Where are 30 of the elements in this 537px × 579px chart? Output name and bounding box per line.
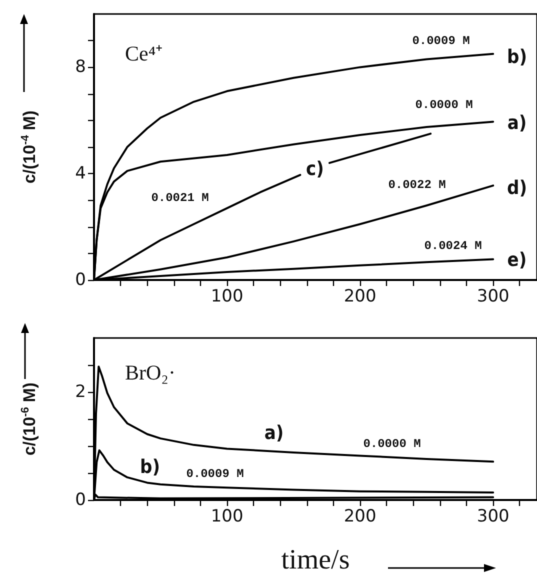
text: BrO₂· — [125, 360, 176, 384]
annotation: 0.0009 M — [412, 34, 470, 48]
x-tick-label: 200 — [344, 506, 376, 526]
y-tick-label: 2 — [75, 382, 86, 402]
annotation: 0.0022 M — [388, 178, 446, 192]
annotation: e) — [507, 249, 527, 271]
x-axis-title: time/s — [281, 544, 350, 576]
x-tick-label: 300 — [476, 506, 510, 526]
annotation: 0.0024 M — [424, 239, 482, 253]
y-tick-label: 8 — [75, 57, 86, 78]
annotation: a) — [507, 112, 527, 134]
y-tick-label: 0 — [75, 490, 86, 510]
annotation: 0.0000 M — [415, 98, 473, 112]
annotation: d) — [506, 177, 528, 199]
annotation: b) — [140, 456, 160, 478]
annotation: a) — [264, 422, 284, 444]
y-axis-title: c/(10-6 M) — [20, 382, 39, 456]
y-tick-label: 4 — [75, 164, 86, 184]
text: Ce⁴⁺ — [125, 42, 163, 66]
y-tick-label: 0 — [75, 270, 86, 290]
x-tick-label: 100 — [210, 286, 244, 306]
annotation: b) — [506, 46, 528, 68]
x-tick-label: 300 — [476, 286, 510, 306]
x-tick-label: 200 — [344, 286, 376, 306]
y-axis-title: c/(10-4 M) — [20, 110, 39, 184]
x-tick-label: 100 — [210, 506, 244, 526]
annotation: 0.0000 M — [363, 437, 421, 451]
annotation: c) — [306, 158, 324, 180]
annotation: 0.0021 M — [151, 191, 209, 205]
annotation: 0.0009 M — [186, 467, 244, 481]
